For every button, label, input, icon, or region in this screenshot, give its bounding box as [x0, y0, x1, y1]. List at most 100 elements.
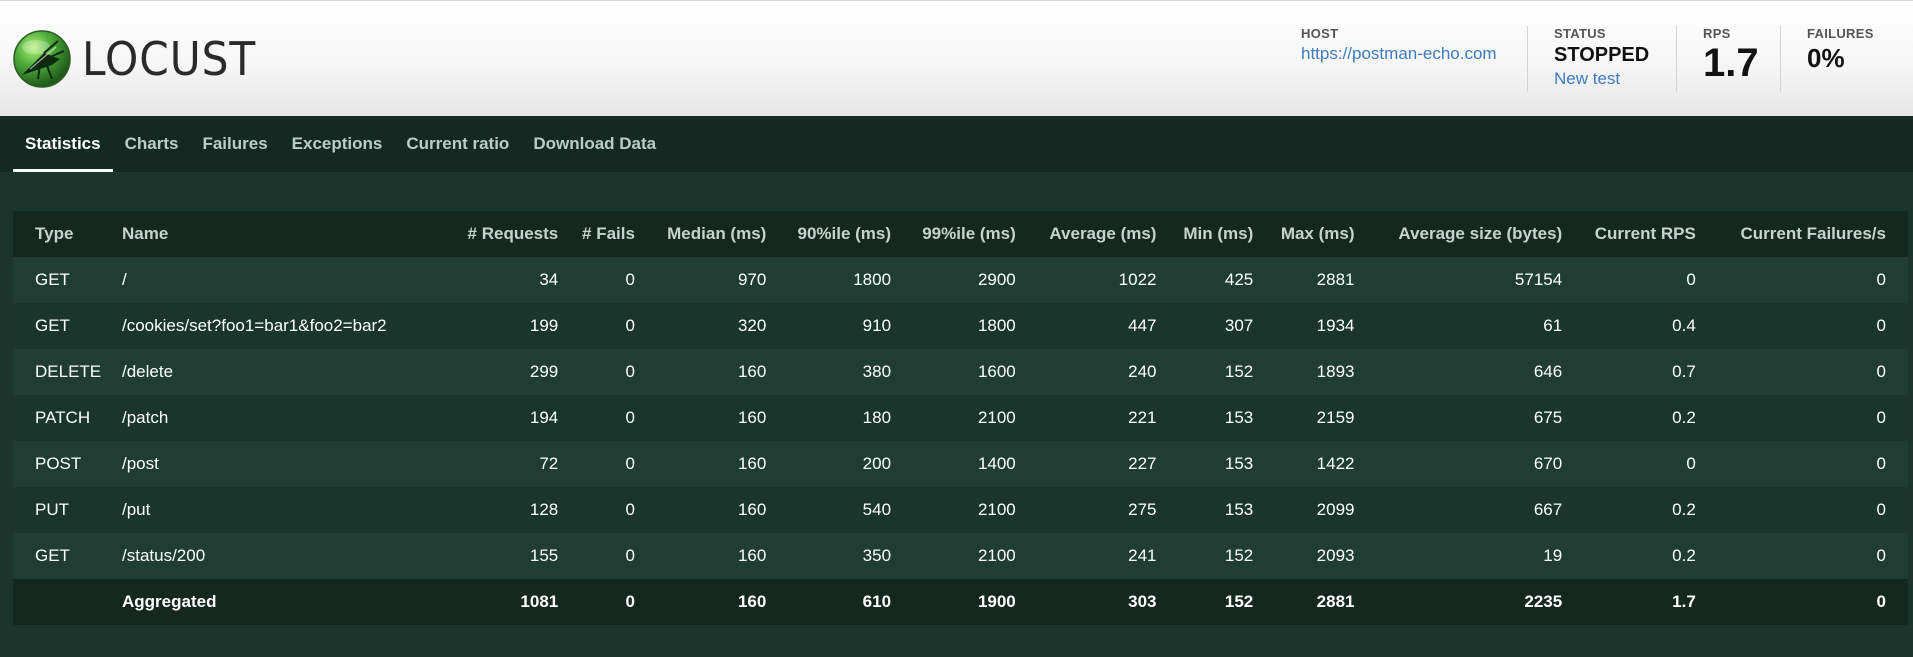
cell-fails: 0	[558, 303, 635, 349]
cell-name: /delete	[110, 349, 437, 395]
cell-p90: 380	[766, 349, 892, 395]
tab-download-data[interactable]: Download Data	[533, 134, 657, 153]
failures-value: 0%	[1807, 43, 1845, 73]
cell-p99: 2900	[891, 257, 1016, 303]
rps-label: RPS	[1703, 26, 1731, 41]
cell-median: 160	[634, 441, 767, 487]
column-header-min[interactable]: Min (ms)	[1156, 211, 1254, 257]
cell-avg-size: 646	[1354, 349, 1563, 395]
cell-requests: 72	[436, 441, 559, 487]
top-header: LOCUST HOST https://postman-echo.com STA…	[0, 0, 1913, 116]
cell-type: GET	[13, 303, 110, 349]
cell-type: POST	[13, 441, 110, 487]
cell-min: 425	[1156, 257, 1254, 303]
column-header-type[interactable]: Type	[13, 211, 110, 257]
cell-min: 307	[1156, 303, 1254, 349]
new-test-link[interactable]: New test	[1554, 69, 1621, 88]
tab-statistics[interactable]: Statistics	[13, 116, 113, 172]
cell-fails: 0	[558, 349, 635, 395]
cell-name: /patch	[110, 395, 437, 441]
aggregated-row: Aggregated 1081 0 160 610 1900 303 152 2…	[13, 579, 1908, 625]
cell-requests: 128	[436, 487, 559, 533]
cell-max: 2159	[1253, 395, 1355, 441]
cell-median: 160	[634, 487, 767, 533]
locust-logo[interactable]: LOCUST	[12, 29, 271, 89]
divider	[1780, 26, 1781, 92]
cell-fails: 0	[558, 579, 635, 625]
cell-min: 152	[1156, 533, 1254, 579]
cell-p90: 180	[766, 395, 892, 441]
cell-max: 1893	[1253, 349, 1355, 395]
column-header-current-failures[interactable]: Current Failures/s	[1695, 211, 1908, 257]
cell-p99: 2100	[891, 487, 1016, 533]
cell-p90: 1800	[766, 257, 892, 303]
cell-avg-size: 667	[1354, 487, 1563, 533]
column-header-p90[interactable]: 90%ile (ms)	[766, 211, 892, 257]
cell-median: 160	[634, 533, 767, 579]
host-box: HOST https://postman-echo.com	[1301, 1, 1527, 116]
cell-p90: 910	[766, 303, 892, 349]
cell-avg-size: 57154	[1354, 257, 1563, 303]
cell-type: PUT	[13, 487, 110, 533]
cell-average: 241	[1015, 533, 1157, 579]
column-header-average[interactable]: Average (ms)	[1015, 211, 1157, 257]
cell-current-failures: 0	[1695, 533, 1908, 579]
table-header-row: Type Name # Requests # Fails Median (ms)…	[13, 211, 1908, 257]
cell-max: 2881	[1253, 579, 1355, 625]
column-header-fails[interactable]: # Fails	[558, 211, 635, 257]
cell-p99: 2100	[891, 395, 1016, 441]
host-value: https://postman-echo.com	[1301, 44, 1497, 63]
column-header-name[interactable]: Name	[110, 211, 437, 257]
cell-max: 1422	[1253, 441, 1355, 487]
cell-p99: 1600	[891, 349, 1016, 395]
failures-box: FAILURES 0%	[1781, 1, 1913, 116]
status-box: STATUS STOPPED New test	[1528, 1, 1676, 116]
tab-failures[interactable]: Failures	[202, 134, 268, 153]
cell-fails: 0	[558, 395, 635, 441]
table-row: PUT /put 128 0 160 540 2100 275 153 2099…	[13, 487, 1908, 533]
tab-charts[interactable]: Charts	[124, 134, 179, 153]
cell-current-rps: 0.2	[1562, 395, 1696, 441]
cell-average: 275	[1015, 487, 1157, 533]
cell-requests: 155	[436, 533, 559, 579]
cell-p99: 1400	[891, 441, 1016, 487]
cell-max: 1934	[1253, 303, 1355, 349]
host-label: HOST	[1301, 26, 1339, 41]
tab-current-ratio[interactable]: Current ratio	[406, 134, 510, 153]
column-header-p99[interactable]: 99%ile (ms)	[891, 211, 1016, 257]
cell-min: 152	[1156, 349, 1254, 395]
cell-current-failures: 0	[1695, 441, 1908, 487]
cell-p99: 1900	[891, 579, 1016, 625]
cell-current-rps: 0.7	[1562, 349, 1696, 395]
status-label: STATUS	[1554, 26, 1606, 41]
cell-median: 970	[634, 257, 767, 303]
cell-max: 2099	[1253, 487, 1355, 533]
cell-min: 152	[1156, 579, 1254, 625]
cell-current-failures: 0	[1695, 349, 1908, 395]
cell-average: 240	[1015, 349, 1157, 395]
column-header-current-rps[interactable]: Current RPS	[1562, 211, 1696, 257]
cell-fails: 0	[558, 533, 635, 579]
cell-type: PATCH	[13, 395, 110, 441]
tab-exceptions[interactable]: Exceptions	[291, 134, 383, 153]
cell-requests: 1081	[436, 579, 559, 625]
column-header-requests[interactable]: # Requests	[436, 211, 559, 257]
cell-min: 153	[1156, 395, 1254, 441]
column-header-median[interactable]: Median (ms)	[634, 211, 767, 257]
cell-average: 447	[1015, 303, 1157, 349]
failures-label: FAILURES	[1807, 26, 1874, 41]
cell-fails: 0	[558, 441, 635, 487]
rps-box: RPS 1.7	[1677, 1, 1780, 116]
cell-median: 160	[634, 395, 767, 441]
cell-current-failures: 0	[1695, 395, 1908, 441]
cell-current-rps: 0	[1562, 441, 1696, 487]
logo-text: LOCUST	[82, 32, 257, 86]
cell-type: GET	[13, 533, 110, 579]
statistics-table: Type Name # Requests # Fails Median (ms)…	[13, 211, 1908, 625]
column-header-max[interactable]: Max (ms)	[1253, 211, 1355, 257]
cell-requests: 199	[436, 303, 559, 349]
cell-name: /status/200	[110, 533, 437, 579]
column-header-avg-size[interactable]: Average size (bytes)	[1354, 211, 1563, 257]
cell-type: DELETE	[13, 349, 110, 395]
cell-min: 153	[1156, 487, 1254, 533]
